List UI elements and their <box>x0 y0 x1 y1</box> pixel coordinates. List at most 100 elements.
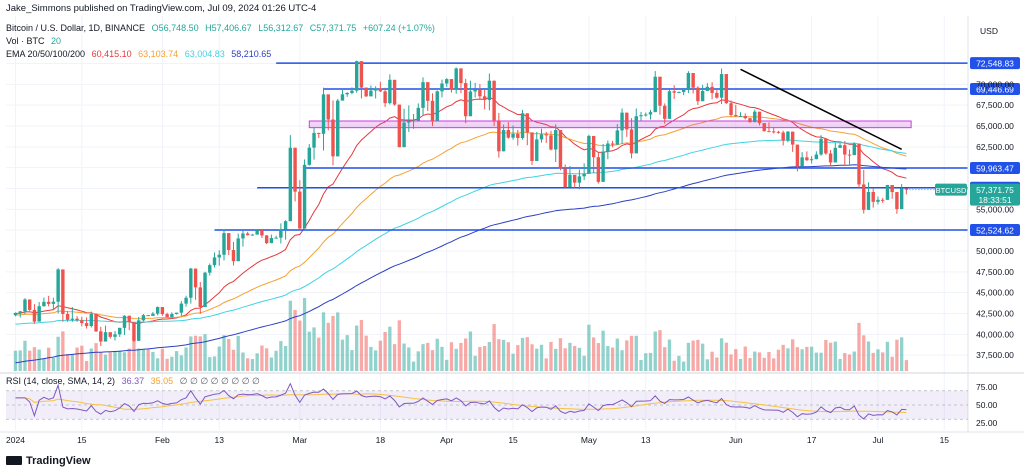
ohlc-low: L56,312.67 <box>258 23 304 33</box>
volume-bar <box>511 353 515 371</box>
candle-body <box>165 314 169 318</box>
volume-bar <box>217 346 221 371</box>
candle-body <box>392 79 397 105</box>
candle-body <box>416 107 420 121</box>
candle-body <box>402 122 406 148</box>
candle-body <box>283 221 288 230</box>
rsi-tick-label: 50.00 <box>976 400 998 410</box>
candle-body <box>620 112 624 131</box>
candle-body <box>250 234 255 236</box>
currency-label[interactable]: USD <box>980 26 998 36</box>
candle-body <box>857 143 861 185</box>
price-tick-label: 40,000.00 <box>976 329 1014 339</box>
price-tick-label: 47,500.00 <box>976 267 1014 277</box>
rsi-legend[interactable]: RSI (14, close, SMA, 14, 2) 36.37 35.05 … <box>6 376 260 387</box>
candle-body <box>388 79 392 104</box>
candle-body <box>715 92 719 98</box>
tradingview-logo[interactable]: TradingView <box>6 455 91 467</box>
volume-bar <box>890 356 894 371</box>
candle-body <box>549 135 553 150</box>
time-tick-label: 13 <box>641 435 651 445</box>
candle-body <box>160 307 165 315</box>
ohlc-high: H57,406.67 <box>205 23 252 33</box>
tradingview-logo-text: TradingView <box>26 455 91 467</box>
candle-body <box>449 79 454 90</box>
candle-body <box>648 112 653 115</box>
volume-bar <box>430 350 435 371</box>
candle-body <box>838 145 842 148</box>
candle-body <box>629 129 634 154</box>
candle-body <box>601 151 605 182</box>
volume-bar <box>871 352 875 371</box>
volume-bar <box>274 350 278 371</box>
candle-body <box>354 61 359 91</box>
candle-body <box>260 230 264 236</box>
volume-bar <box>482 346 487 371</box>
volume-bar <box>648 352 653 371</box>
time-tick-label: Feb <box>155 435 170 445</box>
candle-body <box>468 91 473 117</box>
volume-bar <box>682 361 686 371</box>
level-tag <box>970 57 1020 70</box>
candle-body <box>184 297 188 304</box>
candle-body <box>478 89 482 97</box>
volume-bar <box>94 343 98 371</box>
candle-body <box>862 184 866 210</box>
volume-bar <box>525 337 529 371</box>
ohlc-change: +607.24 (+1.07%) <box>362 23 435 33</box>
candles <box>13 60 909 346</box>
volume-bar <box>691 340 695 371</box>
volume-bar <box>174 351 179 371</box>
candle-body <box>899 188 904 210</box>
volume-bar <box>383 331 387 371</box>
volume-bar <box>843 353 847 371</box>
candle-body <box>563 168 567 188</box>
candle-body <box>800 157 804 167</box>
volume-bar <box>435 338 439 371</box>
volume-bar <box>549 341 553 371</box>
price-tick-label: 45,000.00 <box>976 288 1014 298</box>
countdown-label: 18:33:51 <box>978 195 1011 205</box>
volume-bar <box>478 347 482 371</box>
volume-bar <box>13 350 18 371</box>
candle-body <box>326 94 330 120</box>
volume-bar <box>876 349 880 371</box>
volume-legend[interactable]: Vol · BTC 20 <box>6 36 61 46</box>
volume-bar <box>663 347 667 371</box>
ohlc-open: O56,748.50 <box>151 23 199 33</box>
volume-bar <box>644 353 648 371</box>
candle-body <box>274 237 278 239</box>
ema-line-20 <box>15 96 907 325</box>
volume-bar <box>805 346 809 371</box>
candle-body <box>866 192 871 210</box>
volume-bar <box>99 352 103 371</box>
volume-bar <box>345 335 349 371</box>
volume-bar <box>757 352 762 371</box>
volume-bar <box>568 342 572 371</box>
candle-body <box>345 92 349 95</box>
candle-body <box>227 233 231 251</box>
volume-value: 20 <box>51 36 62 46</box>
candle-body <box>103 332 108 342</box>
volume-bar <box>464 338 468 371</box>
price-tick-label: 70,000.00 <box>976 79 1014 89</box>
candle-body <box>577 176 582 183</box>
candle-body <box>482 96 487 101</box>
symbol-legend[interactable]: Bitcoin / U.S. Dollar, 1D, BINANCE O56,7… <box>6 23 435 33</box>
rsi-value: 36.37 <box>121 376 145 386</box>
volume-bar <box>179 355 183 371</box>
candle-body <box>364 87 368 97</box>
volume-bar <box>596 343 601 371</box>
volume-bar <box>397 320 401 371</box>
volume-bar <box>416 351 420 371</box>
candle-body <box>99 331 103 342</box>
candle-body <box>487 80 492 101</box>
volume-bar <box>170 356 174 371</box>
volume-bar <box>388 326 392 371</box>
ema-legend[interactable]: EMA 20/50/100/200 60,415.10 63,103.74 63… <box>6 49 271 59</box>
volume-bar <box>279 341 283 371</box>
candle-body <box>279 229 283 238</box>
candle-body <box>454 68 458 90</box>
volume-bar <box>80 345 84 371</box>
